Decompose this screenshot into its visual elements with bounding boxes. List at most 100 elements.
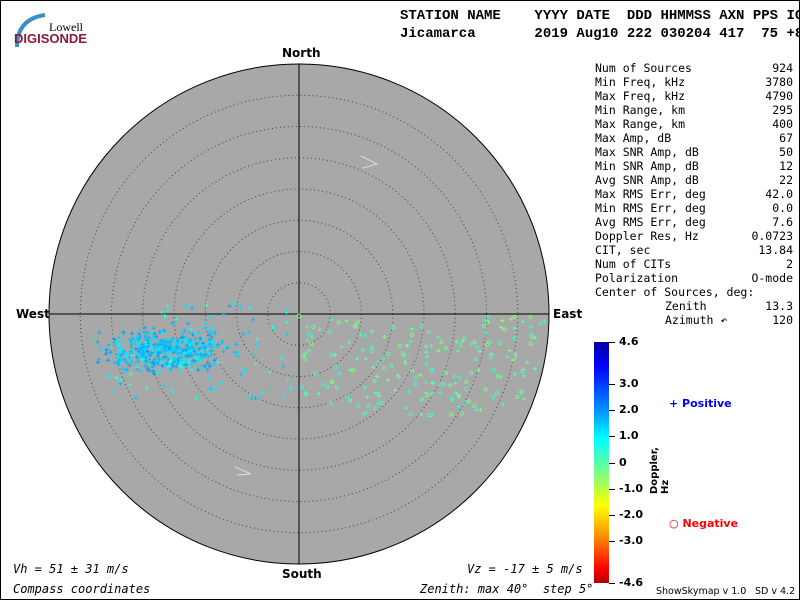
source-point-positive: [178, 338, 183, 343]
source-point-positive: [163, 349, 168, 354]
source-point-positive: [128, 371, 133, 376]
source-point-positive: [284, 320, 289, 325]
source-point-positive: [138, 333, 143, 338]
colorbar-tick: [609, 514, 615, 516]
colorbar-title: Doppler, Hz: [649, 447, 671, 494]
stats-panel: Num of Sources 924 Min Freq, kHz 3780 Max Fr…: [595, 61, 793, 327]
stat-value: 924: [772, 61, 793, 75]
source-point-positive: [114, 339, 119, 344]
source-point-positive: [194, 355, 199, 360]
stat-value: O-mode: [751, 271, 793, 285]
stat-row: Min Range, km 295: [595, 103, 793, 117]
source-point-positive: [143, 359, 148, 364]
source-point-positive: [456, 404, 461, 409]
source-point-positive: [165, 343, 170, 348]
source-point-positive: [178, 346, 183, 351]
source-point-positive: [170, 388, 175, 393]
source-point-positive: [143, 363, 148, 368]
stat-label: Min SNR Amp, dB: [595, 159, 699, 173]
source-point-positive: [358, 332, 363, 337]
source-point-negative: [538, 321, 543, 326]
source-point-positive: [435, 334, 440, 339]
source-point-positive: [95, 360, 100, 365]
source-point-positive: [143, 340, 148, 345]
source-point-positive: [251, 352, 256, 357]
source-point-positive: [184, 362, 189, 367]
source-point-positive: [170, 321, 175, 326]
source-point-positive: [162, 339, 167, 344]
source-point-negative: [382, 366, 387, 371]
source-point-positive: [121, 348, 126, 353]
source-point-positive: [121, 366, 126, 371]
source-point-positive: [184, 303, 189, 308]
stat-label: Max Range, km: [595, 117, 686, 131]
source-point-positive: [133, 361, 138, 366]
source-point-positive: [155, 371, 160, 376]
stat-row: Max RMS Err, deg 42.0: [595, 187, 793, 201]
source-point-positive: [370, 329, 375, 334]
source-point-positive: [147, 335, 152, 340]
stat-row: Doppler Res, Hz 0.0723: [595, 229, 793, 243]
source-point-positive: [234, 342, 239, 347]
source-point-negative: [372, 378, 377, 383]
source-point-positive: [150, 360, 155, 365]
source-point-negative: [337, 371, 342, 376]
app-version: ShowSkymap v 1.0: [656, 586, 747, 597]
source-point-positive: [377, 394, 382, 399]
source-point-positive: [200, 343, 205, 348]
source-point-positive: [186, 353, 191, 358]
source-point-positive: [174, 343, 179, 348]
source-point-positive: [227, 304, 232, 309]
source-point-positive: [430, 391, 435, 396]
source-point-positive: [167, 360, 172, 365]
source-point-positive: [460, 338, 465, 343]
source-point-negative: [299, 384, 304, 389]
source-point-positive: [143, 325, 148, 330]
source-point-positive: [281, 393, 286, 398]
source-point-negative: [328, 400, 333, 405]
source-point-negative: [380, 401, 385, 406]
source-point-positive: [247, 330, 252, 335]
stat-value: 50: [779, 145, 793, 159]
colorbar-tick-label: -1.0: [619, 481, 644, 495]
source-point-negative: [376, 360, 381, 365]
stat-value: 2: [786, 257, 793, 271]
stat-value: 400: [772, 117, 793, 131]
source-point-positive: [201, 336, 206, 341]
source-point-negative: [443, 345, 448, 350]
source-point-positive: [124, 352, 129, 357]
source-point-positive: [424, 350, 429, 355]
stat-row: Max Range, km 400: [595, 117, 793, 131]
source-point-positive: [193, 352, 198, 357]
source-point-positive: [510, 358, 515, 363]
source-point-positive: [106, 374, 111, 379]
source-point-positive: [148, 360, 153, 365]
source-point-positive: [163, 355, 168, 360]
source-point-positive: [255, 337, 260, 342]
source-point-positive: [111, 388, 116, 393]
source-point-positive: [486, 319, 491, 324]
source-point-positive: [196, 367, 201, 372]
source-point-negative: [307, 332, 312, 337]
source-point-positive: [129, 344, 134, 349]
source-point-positive: [477, 349, 482, 354]
source-point-positive: [151, 342, 156, 347]
stat-value: 0.0: [772, 201, 793, 215]
source-point-positive: [130, 359, 135, 364]
colorbar-tick-label: -2.0: [619, 507, 644, 521]
colorbar-tick-label: 1.0: [619, 429, 639, 443]
source-point-positive: [431, 380, 436, 385]
source-point-positive: [196, 340, 201, 345]
source-point-positive: [154, 358, 159, 363]
source-point-positive: [93, 339, 98, 344]
source-point-positive: [204, 303, 209, 308]
source-point-negative: [419, 324, 424, 329]
source-point-negative: [458, 343, 463, 348]
source-point-positive: [149, 331, 154, 336]
source-point-positive: [140, 345, 145, 350]
source-point-positive: [159, 345, 164, 350]
source-point-positive: [215, 344, 220, 349]
source-point-negative: [483, 387, 488, 392]
source-point-positive: [133, 346, 138, 351]
